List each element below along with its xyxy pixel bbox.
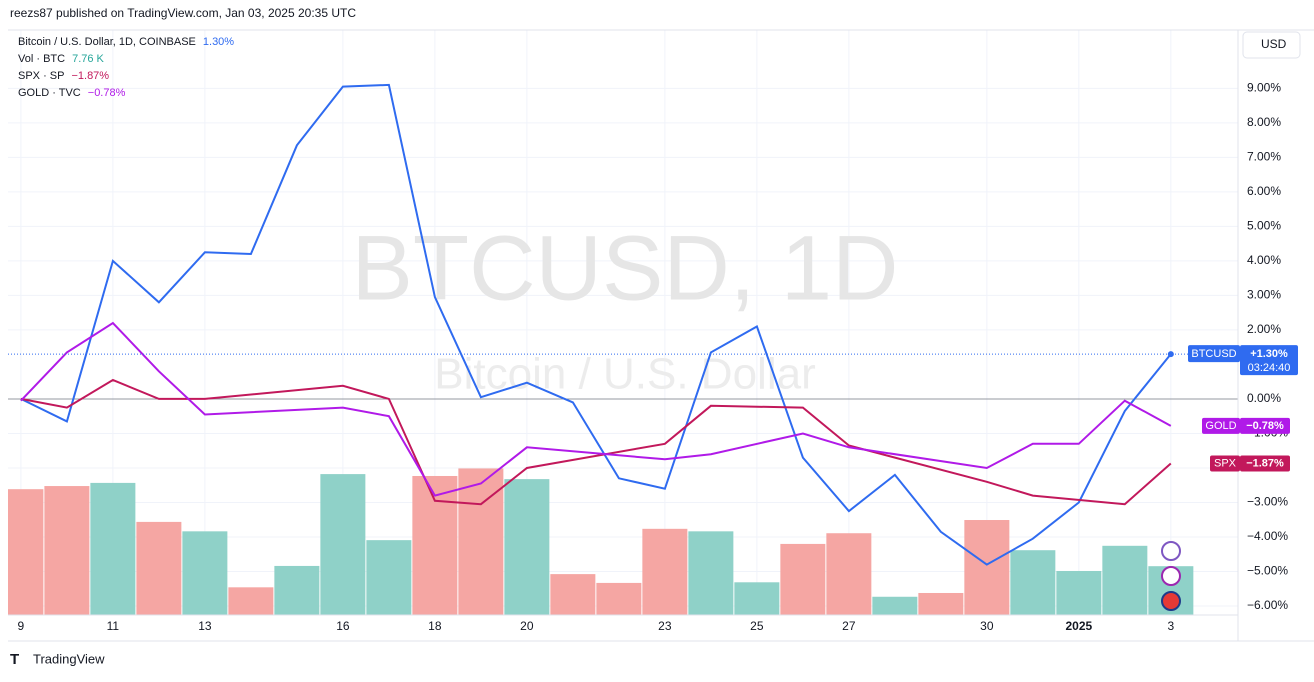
y-tick-label: −6.00% — [1247, 598, 1288, 612]
last-point — [1167, 351, 1174, 358]
tag-name: SPX — [1214, 457, 1237, 469]
volume-bar — [734, 582, 780, 615]
y-tick-label: 2.00% — [1247, 322, 1281, 336]
y-tick-label: 7.00% — [1247, 150, 1281, 164]
legend-value: 1.30% — [203, 36, 234, 48]
volume-bar — [918, 592, 964, 615]
tag-name: BTCUSD — [1191, 348, 1236, 360]
y-tick-label: 9.00% — [1247, 80, 1281, 94]
countdown: 03:24:40 — [1248, 362, 1291, 374]
volume-bar — [688, 531, 734, 615]
watermark: BTCUSD, 1D — [352, 217, 899, 319]
x-tick-label: 13 — [198, 619, 212, 633]
volume-bar — [274, 565, 320, 615]
x-tick-label: 18 — [428, 619, 442, 633]
y-tick-label: 4.00% — [1247, 253, 1281, 267]
price-tag — [1210, 455, 1240, 472]
y-tick-label: −5.00% — [1247, 564, 1288, 578]
tag-name: GOLD — [1205, 420, 1236, 432]
x-tick-label: 30 — [980, 619, 994, 633]
volume-bar — [44, 486, 90, 615]
legend-label: GOLD · TVC — [18, 87, 81, 99]
x-tick-label: 3 — [1167, 619, 1174, 633]
x-tick-label: 23 — [658, 619, 672, 633]
icon[interactable] — [1161, 566, 1181, 586]
y-tick-label: −3.00% — [1247, 495, 1288, 509]
legend-value: 7.76 K — [72, 53, 104, 65]
tag-value: +1.30% — [1250, 348, 1288, 360]
currency: USD — [1261, 37, 1287, 51]
volume-bar — [642, 528, 688, 615]
volume-bar — [1010, 550, 1056, 615]
logo: T — [10, 651, 19, 668]
volume-bar — [90, 482, 136, 615]
legend-label: Vol · BTC — [18, 53, 65, 65]
currency-button[interactable] — [1242, 31, 1301, 59]
x-tick-label: 9 — [18, 619, 25, 633]
volume-bar — [826, 533, 872, 615]
y-tick-label: 0.00% — [1247, 391, 1281, 405]
volume-bar — [8, 489, 44, 615]
y-tick-label: 6.00% — [1247, 184, 1281, 198]
legend-value: −1.87% — [71, 70, 109, 82]
price-tag — [1240, 345, 1298, 376]
header: reezs87 published on TradingView.com, Ja… — [10, 6, 356, 20]
icon[interactable] — [1161, 541, 1181, 561]
volume-bar — [412, 475, 458, 615]
y-tick-label: 8.00% — [1247, 115, 1281, 129]
series-line — [20, 321, 1172, 497]
volume-bar — [182, 531, 228, 615]
volume-bar — [964, 520, 1010, 615]
volume-bar — [1056, 570, 1102, 615]
price-tag — [1240, 455, 1290, 472]
watermark-sub: Bitcoin / U.S. Dollar — [434, 350, 815, 399]
y-tick-label: 3.00% — [1247, 288, 1281, 302]
volume-bar — [872, 596, 918, 615]
volume-bar — [320, 474, 366, 615]
volume-bar — [228, 587, 274, 615]
volume-bar — [504, 479, 550, 615]
volume-bar — [366, 540, 412, 615]
legend-value: −0.78% — [88, 87, 126, 99]
x-tick-label: 27 — [842, 619, 856, 633]
footer: TradingView — [33, 651, 105, 666]
x-tick-label: 20 — [520, 619, 534, 633]
series-line — [20, 378, 1172, 506]
series-line — [20, 83, 1172, 566]
x-tick-label: 11 — [107, 619, 120, 633]
volume-bar — [780, 543, 826, 615]
tag-value: −0.78% — [1246, 420, 1284, 432]
legend-label: Bitcoin / U.S. Dollar, 1D, COINBASE — [18, 36, 196, 48]
y-tick-label: 5.00% — [1247, 219, 1281, 233]
x-tick-label: 16 — [336, 619, 350, 633]
volume-bar — [550, 574, 596, 615]
x-tick-label: 25 — [750, 619, 764, 633]
tag-value: −1.87% — [1246, 457, 1284, 469]
icon[interactable] — [1161, 591, 1181, 611]
volume-bar — [458, 468, 504, 615]
price-tag — [1202, 417, 1240, 434]
legend-label: SPX · SP — [18, 70, 64, 82]
y-tick-label: −4.00% — [1247, 529, 1288, 543]
volume-bar — [1102, 545, 1148, 615]
volume-bar — [136, 521, 182, 615]
price-tag — [1188, 345, 1240, 363]
x-tick-label: 2025 — [1065, 619, 1092, 633]
price-tag — [1240, 417, 1290, 434]
volume-bar — [596, 582, 642, 615]
icons — [1161, 541, 1181, 611]
